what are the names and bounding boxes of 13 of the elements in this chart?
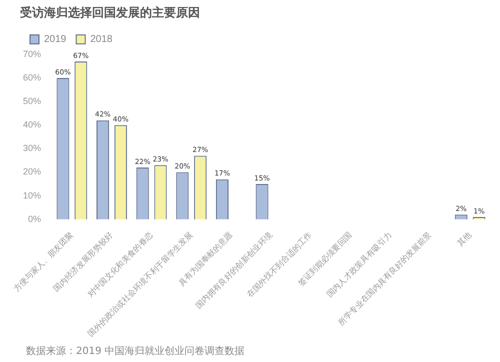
y-tick-label: 30% [23, 143, 42, 154]
y-tick-label: 10% [23, 190, 42, 200]
source-note: 数据来源：2019 中国海归就业创业问卷调查数据 [26, 344, 245, 358]
y-tick-label: 0% [28, 214, 42, 224]
legend-label: 2019 [44, 34, 67, 46]
legend-label: 2018 [90, 34, 113, 46]
chart-title: 受访海归选择回国发展的主要原因 [19, 5, 200, 20]
x-tick-label: 其他 [455, 230, 474, 248]
y-tick-label: 40% [23, 120, 42, 130]
y-tick-label: 70% [23, 48, 42, 59]
y-tick-label: 60% [23, 72, 42, 82]
y-tick-label: 50% [23, 96, 42, 106]
y-tick-label: 20% [23, 166, 42, 177]
